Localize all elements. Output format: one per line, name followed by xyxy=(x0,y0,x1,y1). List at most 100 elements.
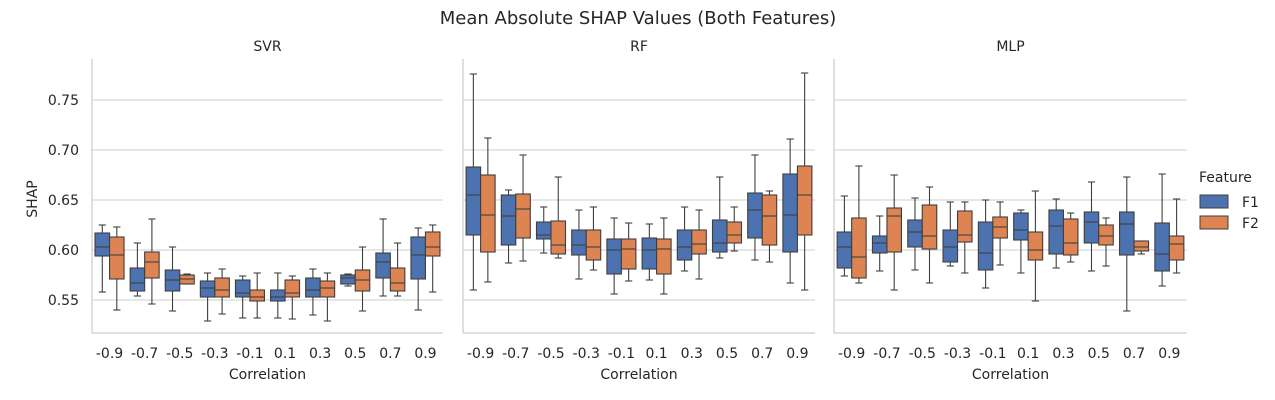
y-tick-label: 0.70 xyxy=(48,143,79,159)
box-f1 xyxy=(500,189,517,264)
box-f1 xyxy=(571,209,587,280)
box-f2 xyxy=(585,206,602,271)
y-tick-label: 0.60 xyxy=(48,243,79,259)
x-tick-label: -0.7 xyxy=(873,346,900,362)
box-f2 xyxy=(214,268,230,315)
box-body xyxy=(585,229,602,261)
x-tick-label: -0.3 xyxy=(201,346,228,362)
box-f2 xyxy=(656,217,672,295)
x-axis-label: Correlation xyxy=(972,367,1049,383)
box-f1 xyxy=(942,201,959,267)
box-f1 xyxy=(164,246,181,312)
box-body xyxy=(711,219,728,253)
x-tick-label: 0.1 xyxy=(645,346,667,362)
box-f2 xyxy=(1062,212,1079,263)
x-tick-label: -0.3 xyxy=(944,346,971,362)
box-f2 xyxy=(389,242,406,297)
x-tick-label: -0.9 xyxy=(838,346,865,362)
box-body xyxy=(726,221,743,244)
box-f1 xyxy=(465,73,482,291)
box-f2 xyxy=(886,174,903,291)
box-body xyxy=(656,238,672,275)
box-f1 xyxy=(1048,198,1064,269)
box-body xyxy=(1119,211,1135,256)
x-tick-label: -0.1 xyxy=(979,346,1006,362)
x-tick-label: 0.5 xyxy=(344,346,366,362)
box-body xyxy=(676,229,693,261)
box-body xyxy=(535,221,552,240)
box-f1 xyxy=(676,206,693,272)
x-tick-label: 0.3 xyxy=(681,346,703,362)
legend-swatch xyxy=(1199,215,1229,230)
legend-label: F2 xyxy=(1242,216,1259,232)
box-f2 xyxy=(620,222,637,282)
box-body xyxy=(606,238,622,275)
box-body xyxy=(410,236,427,280)
x-tick-label: -0.3 xyxy=(573,346,600,362)
x-tick-label: 0.5 xyxy=(1088,346,1110,362)
legend-entry-f1: F1 xyxy=(1199,194,1259,211)
x-tick-label: 0.7 xyxy=(379,346,401,362)
x-tick-label: 0.9 xyxy=(1158,346,1180,362)
box-body xyxy=(340,274,356,285)
box-f1 xyxy=(1013,209,1029,274)
box-f2 xyxy=(319,272,336,322)
box-body xyxy=(249,289,265,302)
box-f2 xyxy=(761,190,778,263)
box-body xyxy=(956,210,973,243)
x-tick-label: -0.9 xyxy=(467,346,494,362)
box-f1 xyxy=(269,272,286,319)
box-body xyxy=(269,289,286,302)
box-body xyxy=(465,166,482,236)
box-body xyxy=(761,194,778,246)
x-tick-label: -0.7 xyxy=(502,346,529,362)
panel-mlp: MLP Correlation -0.9 -0.7 -0.5 -0.3 -0.1 0.1 0.3… xyxy=(833,39,1187,383)
box-f1 xyxy=(1154,173,1170,287)
box-body xyxy=(214,277,230,298)
box-body xyxy=(620,238,637,270)
x-tick-label: 0.9 xyxy=(786,346,808,362)
box-body xyxy=(1013,212,1029,241)
legend-label: F1 xyxy=(1242,195,1259,211)
box-f2 xyxy=(992,201,1008,266)
box-f1 xyxy=(641,223,658,281)
box-body xyxy=(144,251,160,279)
box-body xyxy=(550,220,567,255)
box-f2 xyxy=(179,273,195,285)
box-f1 xyxy=(871,215,888,272)
box-body xyxy=(691,229,707,255)
x-tick-label: -0.1 xyxy=(236,346,263,362)
box-body xyxy=(907,219,923,248)
chart-title: Mean Absolute SHAP Values (Both Features… xyxy=(440,8,837,29)
panel-title: RF xyxy=(630,39,648,55)
box-body xyxy=(851,217,867,279)
x-tick-label: 0.5 xyxy=(716,346,738,362)
box-f2 xyxy=(424,224,441,293)
box-body xyxy=(375,252,391,279)
box-f1 xyxy=(1083,181,1100,272)
box-f1 xyxy=(234,275,251,319)
box-body xyxy=(1098,224,1114,246)
box-body xyxy=(871,235,888,254)
box-f2 xyxy=(921,186,938,284)
box-body xyxy=(1083,211,1100,244)
box-f2 xyxy=(691,209,707,280)
box-f1 xyxy=(340,273,356,287)
x-tick-label: -0.5 xyxy=(166,346,193,362)
box-body xyxy=(389,267,406,292)
legend-entry-f2: F2 xyxy=(1199,215,1259,232)
x-tick-label: -0.1 xyxy=(608,346,635,362)
y-axis-label: SHAP xyxy=(25,180,41,217)
box-body xyxy=(109,236,125,280)
box-f2 xyxy=(550,176,567,259)
box-f1 xyxy=(747,154,763,261)
box-body xyxy=(1027,231,1044,261)
box-f2 xyxy=(1098,217,1114,267)
box-f2 xyxy=(851,165,867,284)
box-body xyxy=(747,192,763,239)
box-body xyxy=(571,229,587,256)
legend-swatch xyxy=(1199,194,1229,209)
box-f1 xyxy=(782,138,798,284)
panels-layer: 0.55 0.60 0.65 0.70 0.75 SVR Correlation -0.9 -0… xyxy=(48,39,1187,383)
